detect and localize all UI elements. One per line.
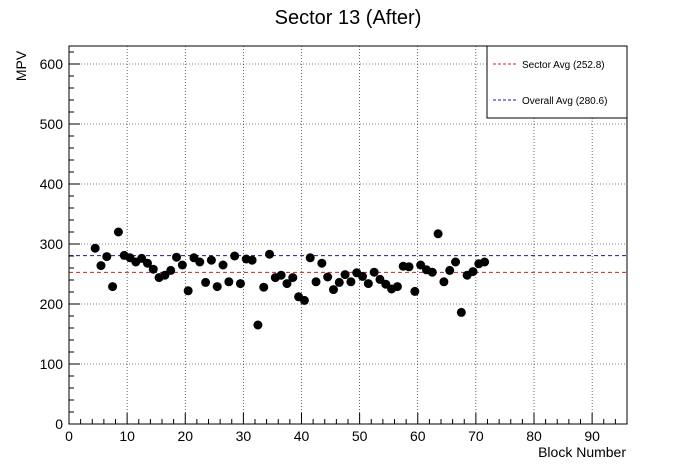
x-tick-label: 50 (352, 428, 368, 444)
data-point (468, 267, 478, 277)
y-axis-label: MPV (13, 50, 29, 81)
data-point (451, 257, 461, 267)
x-tick-label: 90 (584, 428, 600, 444)
data-point (288, 273, 298, 283)
data-point (334, 277, 344, 287)
data-point (247, 255, 257, 265)
data-point (317, 258, 327, 268)
data-point (340, 270, 350, 280)
data-point (323, 272, 333, 282)
legend-overall-avg-label: Overall Avg (280.6) (522, 96, 607, 107)
data-point (358, 271, 368, 281)
data-point (392, 282, 402, 292)
x-tick-label: 20 (177, 428, 193, 444)
legend-sector-avg-label: Sector Avg (252.8) (522, 60, 605, 71)
data-point (183, 286, 193, 296)
y-tick-label: 600 (40, 56, 64, 72)
data-point (224, 277, 234, 287)
data-point (276, 270, 286, 280)
data-point (456, 307, 466, 317)
data-point (177, 260, 187, 270)
data-point (96, 261, 106, 271)
data-point (172, 252, 182, 262)
data-point (253, 320, 263, 330)
data-point (445, 265, 455, 275)
data-point (108, 282, 118, 292)
x-tick-label: 60 (410, 428, 426, 444)
x-tick-label: 0 (65, 428, 73, 444)
data-point (480, 257, 490, 267)
data-point (195, 257, 205, 267)
data-point (206, 255, 216, 265)
data-point (328, 285, 338, 295)
data-point (102, 252, 112, 262)
data-point (212, 282, 222, 292)
data-point (113, 227, 123, 237)
data-point (201, 277, 211, 287)
data-point (282, 279, 292, 289)
data-point (433, 229, 443, 239)
x-tick-label: 80 (526, 428, 542, 444)
legend-box (486, 45, 628, 119)
data-point (90, 243, 100, 253)
legend: Sector Avg (252.8) Overall Avg (280.6) (486, 45, 628, 119)
y-tick-label: 300 (40, 236, 64, 252)
data-point (166, 265, 176, 275)
data-point (346, 277, 356, 287)
data-point (439, 277, 449, 287)
axes: 0 10 20 30 40 50 60 70 80 90 0 100 200 300 400 500 600 (40, 51, 628, 444)
data-points (90, 227, 490, 330)
y-tick-label: 400 (40, 176, 64, 192)
chart-title: Sector 13 (After) (275, 7, 422, 29)
data-point (218, 260, 228, 270)
y-tick-label: 200 (40, 296, 64, 312)
data-point (363, 279, 373, 289)
data-point (142, 258, 152, 268)
data-point (230, 251, 240, 261)
x-tick-label: 70 (468, 428, 484, 444)
x-tick-label: 10 (119, 428, 135, 444)
data-point (265, 249, 275, 259)
data-point (369, 267, 379, 277)
x-tick-label: 30 (236, 428, 252, 444)
data-point (299, 295, 309, 305)
data-point (259, 282, 269, 292)
data-point (305, 253, 315, 263)
data-point (148, 264, 158, 274)
data-point (410, 286, 420, 296)
data-point (311, 277, 321, 287)
x-tick-label: 40 (294, 428, 310, 444)
x-axis-label: Block Number (538, 444, 626, 460)
y-tick-label: 100 (40, 356, 64, 372)
data-point (427, 267, 437, 277)
y-tick-label: 500 (40, 116, 64, 132)
y-tick-label: 0 (55, 416, 63, 432)
data-point (404, 262, 414, 272)
data-point (235, 279, 245, 289)
